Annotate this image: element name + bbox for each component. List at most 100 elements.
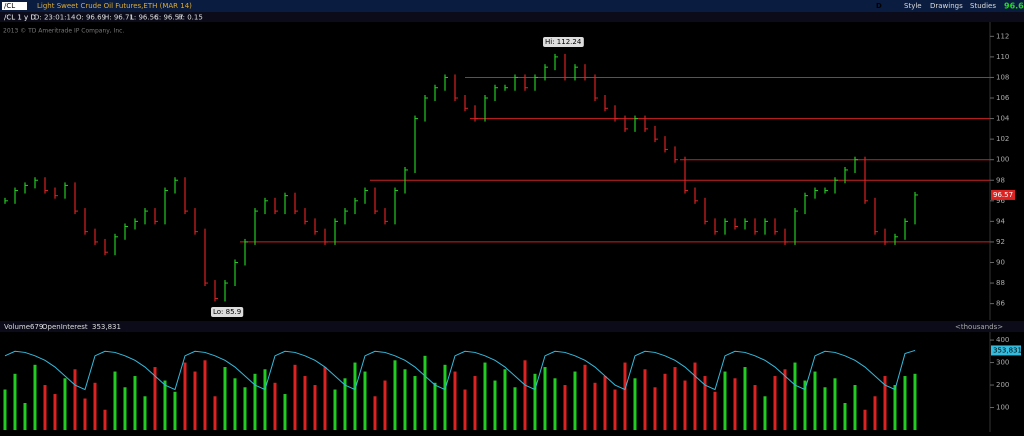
chart-label: /CL 1 y D — [4, 14, 36, 22]
volume-bar — [283, 394, 287, 430]
y-tick-label: 86 — [996, 300, 1005, 308]
volume-bar — [343, 378, 347, 430]
oi-value-header: 353,831 — [92, 323, 121, 331]
last-price: 96.63 — [1004, 2, 1024, 11]
label-box — [211, 307, 244, 317]
volume-bar — [173, 391, 177, 430]
volume-bar — [603, 376, 607, 430]
y-tick-label: 106 — [996, 94, 1010, 102]
y-tick-label: 200 — [996, 381, 1009, 389]
volume-bar — [43, 385, 47, 430]
volume-bar — [873, 396, 877, 430]
volume-bar — [393, 360, 397, 430]
volume-bar — [703, 376, 707, 430]
studies-button[interactable]: Studies — [970, 2, 996, 10]
y-tick-label: 110 — [996, 53, 1009, 61]
volume-bar — [473, 376, 477, 430]
aggregation[interactable]: D — [876, 2, 882, 10]
y-tick-label: 300 — [996, 359, 1009, 367]
last-price-box — [991, 189, 1015, 200]
high-label: Hi: 112.24 — [545, 38, 582, 46]
volume-bar — [313, 385, 317, 430]
volume-bar — [333, 389, 337, 430]
drawings-button[interactable]: Drawings — [930, 2, 963, 10]
description: Light Sweet Crude Oil Futures,ETH (MAR 1… — [37, 2, 192, 10]
volume-bar — [553, 378, 557, 430]
volume-bar — [683, 380, 687, 430]
volume-bar — [213, 396, 217, 430]
volume-bar — [593, 382, 597, 430]
y-tick-label: 102 — [996, 135, 1009, 143]
y-tick-label: 96 — [996, 197, 1005, 205]
volume-title: Volume — [4, 323, 30, 331]
volume-bar — [743, 367, 747, 430]
volume-bar — [443, 364, 447, 430]
volume-bar — [643, 369, 647, 430]
volume-bar — [23, 403, 27, 430]
volume-bar — [763, 396, 767, 430]
volume-bar — [353, 362, 357, 430]
volume-bar — [613, 389, 617, 430]
volume-bar — [383, 380, 387, 430]
volume-bar — [323, 367, 327, 430]
volume-value: 679 — [30, 323, 43, 331]
volume-bar — [733, 378, 737, 430]
volume-bar — [463, 389, 467, 430]
y-tick-label: 400 — [996, 336, 1009, 344]
volume-bar — [913, 373, 917, 430]
volume-bar — [303, 376, 307, 430]
y-tick-label: 92 — [996, 238, 1005, 246]
volume-bar — [493, 380, 497, 430]
y-tick-label: 98 — [996, 176, 1005, 184]
high: H: 96.71 — [104, 14, 134, 22]
volume-bar — [93, 382, 97, 430]
volume-bar — [723, 371, 727, 430]
volume-bar — [773, 376, 777, 430]
toolbar — [0, 0, 1024, 12]
open: O: 96.69 — [76, 14, 106, 22]
y-tick-label: 104 — [996, 115, 1010, 123]
volume-bar — [13, 373, 17, 430]
volume-bar — [863, 409, 867, 430]
range: R: 0.15 — [178, 14, 203, 22]
volume-bar — [433, 382, 437, 430]
volume-bar — [633, 378, 637, 430]
volume-bar — [653, 387, 657, 430]
volume-bar — [243, 387, 247, 430]
symbol[interactable]: /CL — [4, 2, 15, 10]
y-tick-label: 90 — [996, 258, 1005, 266]
volume-bar — [153, 367, 157, 430]
volume-bar — [483, 362, 487, 430]
volume-bar — [103, 409, 107, 430]
symbol-box[interactable] — [2, 2, 27, 10]
style-button[interactable]: Style — [904, 2, 922, 10]
volume-bar — [263, 369, 267, 430]
volume-bar — [623, 362, 627, 430]
info-bar — [0, 12, 1024, 22]
volume-bar — [113, 371, 117, 430]
volume-header — [0, 321, 1024, 332]
volume-bar — [883, 376, 887, 430]
volume-bar — [233, 378, 237, 430]
volume-bar — [843, 403, 847, 430]
y-tick-label: 100 — [996, 404, 1009, 412]
volume-bar — [693, 362, 697, 430]
time: D: 23:01:14 — [34, 14, 76, 22]
close: C: 96.57 — [154, 14, 184, 22]
volume-bar — [803, 380, 807, 430]
low-label: Lo: 85.9 — [213, 308, 241, 316]
volume-bar — [73, 369, 77, 430]
volume-bar — [53, 394, 57, 430]
volume-bar — [403, 369, 407, 430]
volume-bar — [203, 360, 207, 430]
low: L: 96.56 — [130, 14, 159, 22]
y-tick-label: 100 — [996, 156, 1009, 164]
volume-bar — [363, 371, 367, 430]
volume-bar — [293, 364, 297, 430]
volume-bar — [163, 380, 167, 430]
volume-bar — [903, 376, 907, 430]
volume-bar — [573, 371, 577, 430]
volume-bar — [563, 385, 567, 430]
volume-bar — [853, 385, 857, 430]
